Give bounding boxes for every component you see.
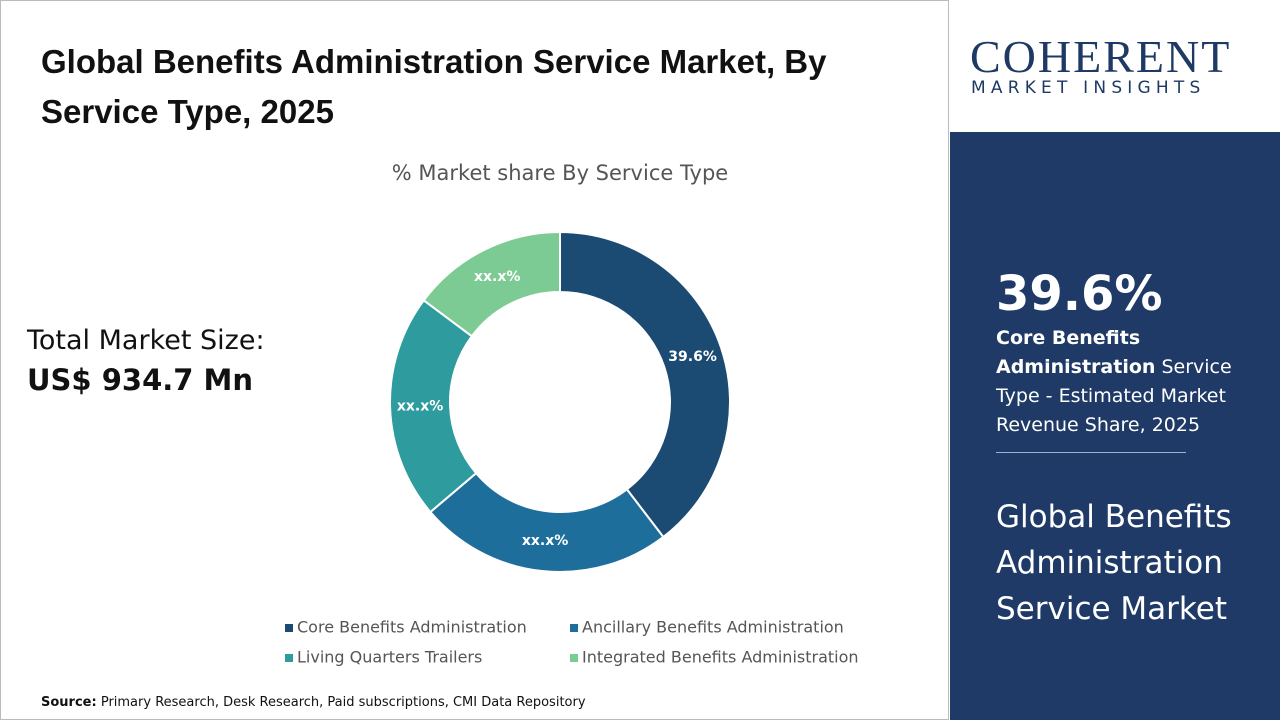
- sidebar: 39.6% Core Benefits Administration Servi…: [950, 132, 1280, 720]
- description: Service Type - Estimated Market Revenue …: [996, 356, 1232, 436]
- data-label: 39.6%: [668, 349, 717, 365]
- logo-tagline: MARKET INSIGHTS: [971, 78, 1206, 98]
- data-label: xx.x%: [522, 533, 568, 549]
- legend-swatch: [570, 624, 578, 632]
- divider: [996, 452, 1186, 453]
- chart-title: % Market share By Service Type: [392, 161, 728, 185]
- legend-swatch: [285, 624, 293, 632]
- market-size-value: US$ 934.7 Mn: [27, 363, 254, 397]
- legend-label: Ancillary Benefits Administration: [582, 618, 844, 637]
- data-label: xx.x%: [397, 398, 443, 414]
- legend-label: Living Quarters Trailers: [297, 648, 482, 667]
- legend-label: Integrated Benefits Administration: [582, 648, 859, 667]
- legend-swatch: [570, 654, 578, 662]
- chart: % Market share By Service Type 39.6% xx.x…: [285, 161, 859, 667]
- title: Global Benefits Administration Service M…: [41, 43, 827, 130]
- source: Source: Primary Research, Desk Research,…: [41, 695, 586, 710]
- logo-name: COHERENT: [970, 31, 1232, 82]
- legend-swatch: [285, 654, 293, 662]
- highlight-description: Core Benefits Administration Service Typ…: [996, 324, 1256, 440]
- slice: [389, 298, 478, 514]
- highlight: 39.6%: [996, 266, 1163, 322]
- legend-label: Core Benefits Administration: [297, 618, 527, 637]
- data-label: xx.x%: [474, 269, 520, 285]
- source-label: Source:: [41, 695, 97, 710]
- slice: [422, 230, 561, 338]
- source-text: Primary Research, Desk Research, Paid su…: [100, 695, 586, 710]
- logo: COHERENT MARKET INSIGHTS: [950, 0, 1280, 132]
- market-name: Global Benefits Administration Service M…: [996, 499, 1232, 627]
- slice: [559, 230, 731, 539]
- market-size-label: Total Market Size:: [27, 325, 265, 356]
- segment-name: Core Benefits Administration: [996, 327, 1156, 378]
- chart-area: Global Benefits Administration Service M…: [0, 0, 949, 720]
